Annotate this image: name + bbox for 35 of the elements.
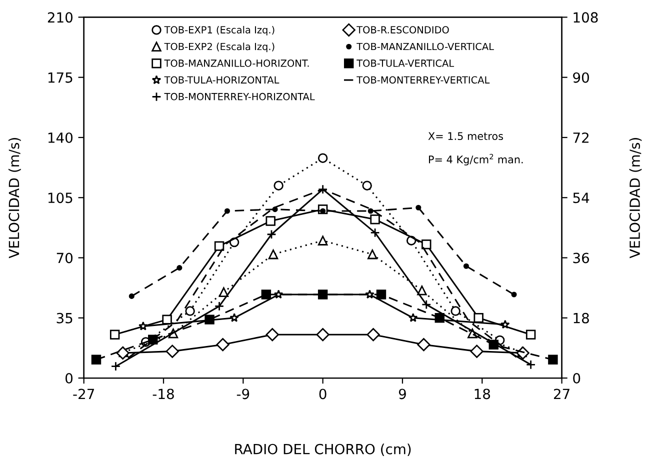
y-tick-label: 105 — [48, 192, 72, 204]
y-tick-label: 210 — [48, 12, 73, 23]
y-axis-title: VELOCIDAD (m/s) — [8, 138, 21, 258]
y2-tick-label: 90 — [573, 72, 589, 83]
y2-axis-title: VELOCIDAD (m/s) — [629, 138, 642, 258]
y2-tick-label: 54 — [573, 192, 590, 204]
x-tick-label: -9 — [236, 388, 250, 400]
legend-label: TOB-MONTERREY-HORIZONTAL — [164, 92, 315, 100]
y-tick-label: 70 — [56, 252, 73, 264]
y2-tick-label: 18 — [574, 312, 589, 324]
x-tick-label: 0 — [319, 388, 326, 400]
annotation: X= 1.5 metros — [428, 132, 504, 140]
x-tick-label: -27 — [73, 388, 94, 400]
legend-label: TOB-TULA-HORIZONTAL — [164, 76, 280, 84]
y-tick-label: 35 — [56, 312, 72, 324]
legend-label: TOB-EXP2 (Escala Izq.) — [164, 42, 274, 52]
legend-label: TOB-EXP1 (Escala Izq.) — [164, 26, 274, 36]
annotation: P= 4 Kg/cm$^{2}$ man. — [428, 154, 523, 166]
x-tick-label: 18 — [474, 388, 490, 400]
y2-tick-label: 108 — [574, 12, 598, 23]
y-tick-label: 0 — [66, 373, 73, 384]
legend-label: TOB-R.ESCONDIDO — [356, 26, 449, 34]
y2-tick-label: 36 — [573, 252, 590, 264]
y-tick-label: 140 — [48, 132, 73, 143]
legend-label: TOB-TULA-VERTICAL — [356, 60, 454, 67]
y2-tick-label: 0 — [573, 373, 580, 384]
legend-label: TOB-MONTERREY-VERTICAL — [356, 76, 490, 84]
x-axis-title: RADIO DEL CHORRO (cm) — [235, 444, 411, 456]
legend-label: TOB-MANZANILLO-HORIZONT. — [164, 60, 309, 67]
y-tick-label: 175 — [48, 72, 72, 83]
x-tick-label: -18 — [152, 388, 174, 400]
legend-label: TOB-MANZANILLO-VERTICAL — [356, 42, 494, 50]
x-tick-label: 27 — [554, 388, 570, 400]
x-tick-label: 9 — [398, 388, 406, 400]
y2-tick-label: 72 — [573, 132, 588, 143]
